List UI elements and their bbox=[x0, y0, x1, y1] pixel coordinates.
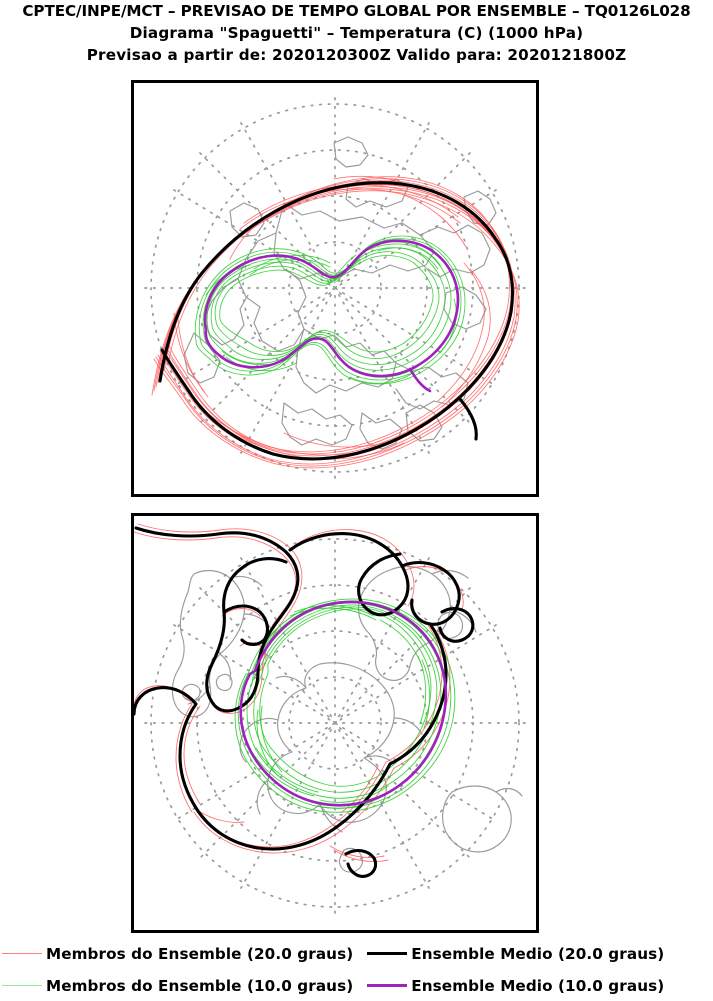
mean-20-north bbox=[158, 181, 514, 461]
title-line-institution: CPTEC/INPE/MCT – PREVISAO DE TEMPO GLOBA… bbox=[22, 2, 691, 20]
legend-swatch-mean-10-icon bbox=[367, 984, 408, 987]
legend-swatch-members-20-icon bbox=[2, 953, 42, 954]
legend-row-10-graus: Membros do Ensemble (10.0 graus) Ensembl… bbox=[0, 972, 713, 999]
northern-hemisphere-map bbox=[144, 97, 526, 479]
legend: Membros do Ensemble (20.0 graus) Ensembl… bbox=[0, 940, 713, 1001]
title-line-times: Previsao a partir de: 2020120300Z Valido… bbox=[86, 46, 627, 65]
mean-20-south bbox=[134, 526, 475, 878]
graticule-south bbox=[144, 532, 526, 914]
southern-hemisphere-map bbox=[134, 523, 526, 914]
legend-label-members-20: Membros do Ensemble (20.0 graus) bbox=[46, 944, 354, 963]
graticule-north bbox=[144, 97, 526, 479]
mean-10-north bbox=[203, 239, 460, 393]
legend-item-members-10: Membros do Ensemble (10.0 graus) bbox=[2, 977, 353, 995]
legend-label-mean-10: Ensemble Medio (10.0 graus) bbox=[411, 976, 665, 995]
legend-swatch-members-10-icon bbox=[2, 985, 42, 986]
map-panel-southern-hemisphere bbox=[131, 513, 539, 933]
legend-swatch-mean-20-icon bbox=[367, 952, 408, 955]
page-title: CPTEC/INPE/MCT – PREVISAO DE TEMPO GLOBA… bbox=[0, 0, 713, 64]
legend-item-mean-20: Ensemble Medio (20.0 graus) bbox=[367, 945, 664, 963]
legend-label-mean-20: Ensemble Medio (20.0 graus) bbox=[411, 944, 665, 963]
legend-item-mean-10: Ensemble Medio (10.0 graus) bbox=[367, 977, 664, 995]
title-line-product: Diagrama "Spaguetti" – Temperatura (C) (… bbox=[129, 24, 584, 43]
map-panel-northern-hemisphere bbox=[131, 80, 539, 497]
legend-row-20-graus: Membros do Ensemble (20.0 graus) Ensembl… bbox=[0, 940, 713, 967]
mean-10-south bbox=[239, 600, 448, 807]
legend-item-members-20: Membros do Ensemble (20.0 graus) bbox=[2, 945, 353, 963]
legend-label-members-10: Membros do Ensemble (10.0 graus) bbox=[46, 976, 354, 995]
